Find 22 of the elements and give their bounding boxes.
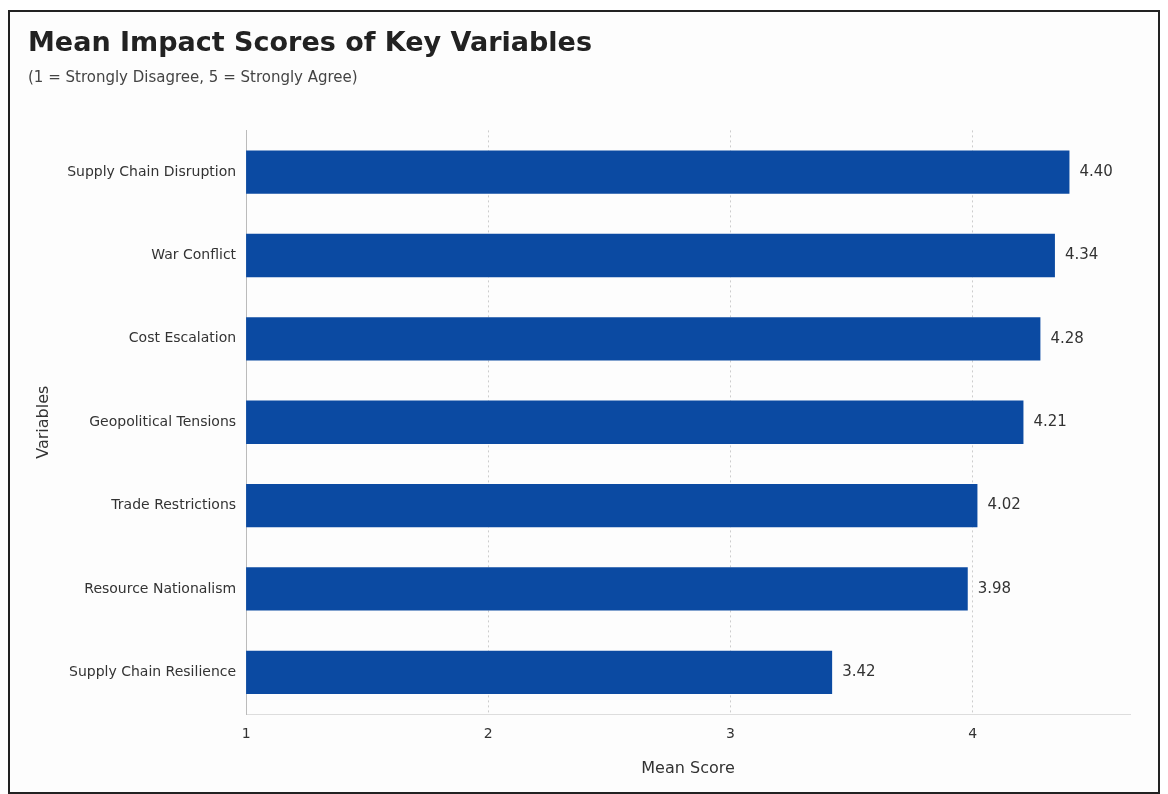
y-tick-label: Trade Restrictions	[110, 496, 237, 513]
y-tick-label: Resource Nationalism	[84, 579, 237, 596]
y-tick-label: Cost Escalation	[128, 329, 237, 346]
chart-subtitle: (1 = Strongly Disagree, 5 = Strongly Agree)	[28, 68, 358, 86]
data-label: 4.28	[1050, 328, 1084, 347]
data-label: 4.02	[987, 495, 1021, 514]
y-tick-label: Supply Chain Disruption	[67, 162, 237, 179]
y-tick-label: Supply Chain Resilience	[69, 662, 237, 679]
data-label: 3.42	[842, 662, 876, 681]
data-label: 4.34	[1064, 245, 1099, 264]
y-tick-label: Geopolitical Tensions	[89, 412, 237, 429]
x-tick-label: 4	[968, 725, 978, 742]
x-axis-title: Mean Score	[641, 757, 735, 777]
x-tick-label: 1	[241, 725, 251, 742]
chart-title: Mean Impact Scores of Key Variables	[28, 26, 593, 57]
y-axis-title: Variables	[32, 385, 52, 459]
x-tick-label: 3	[725, 725, 735, 742]
y-tick-label: War Conflict	[151, 246, 237, 263]
data-label: 4.40	[1079, 161, 1113, 180]
data-label: 3.98	[977, 578, 1012, 597]
x-tick-label: 2	[483, 725, 493, 742]
data-label: 4.21	[1033, 412, 1067, 431]
